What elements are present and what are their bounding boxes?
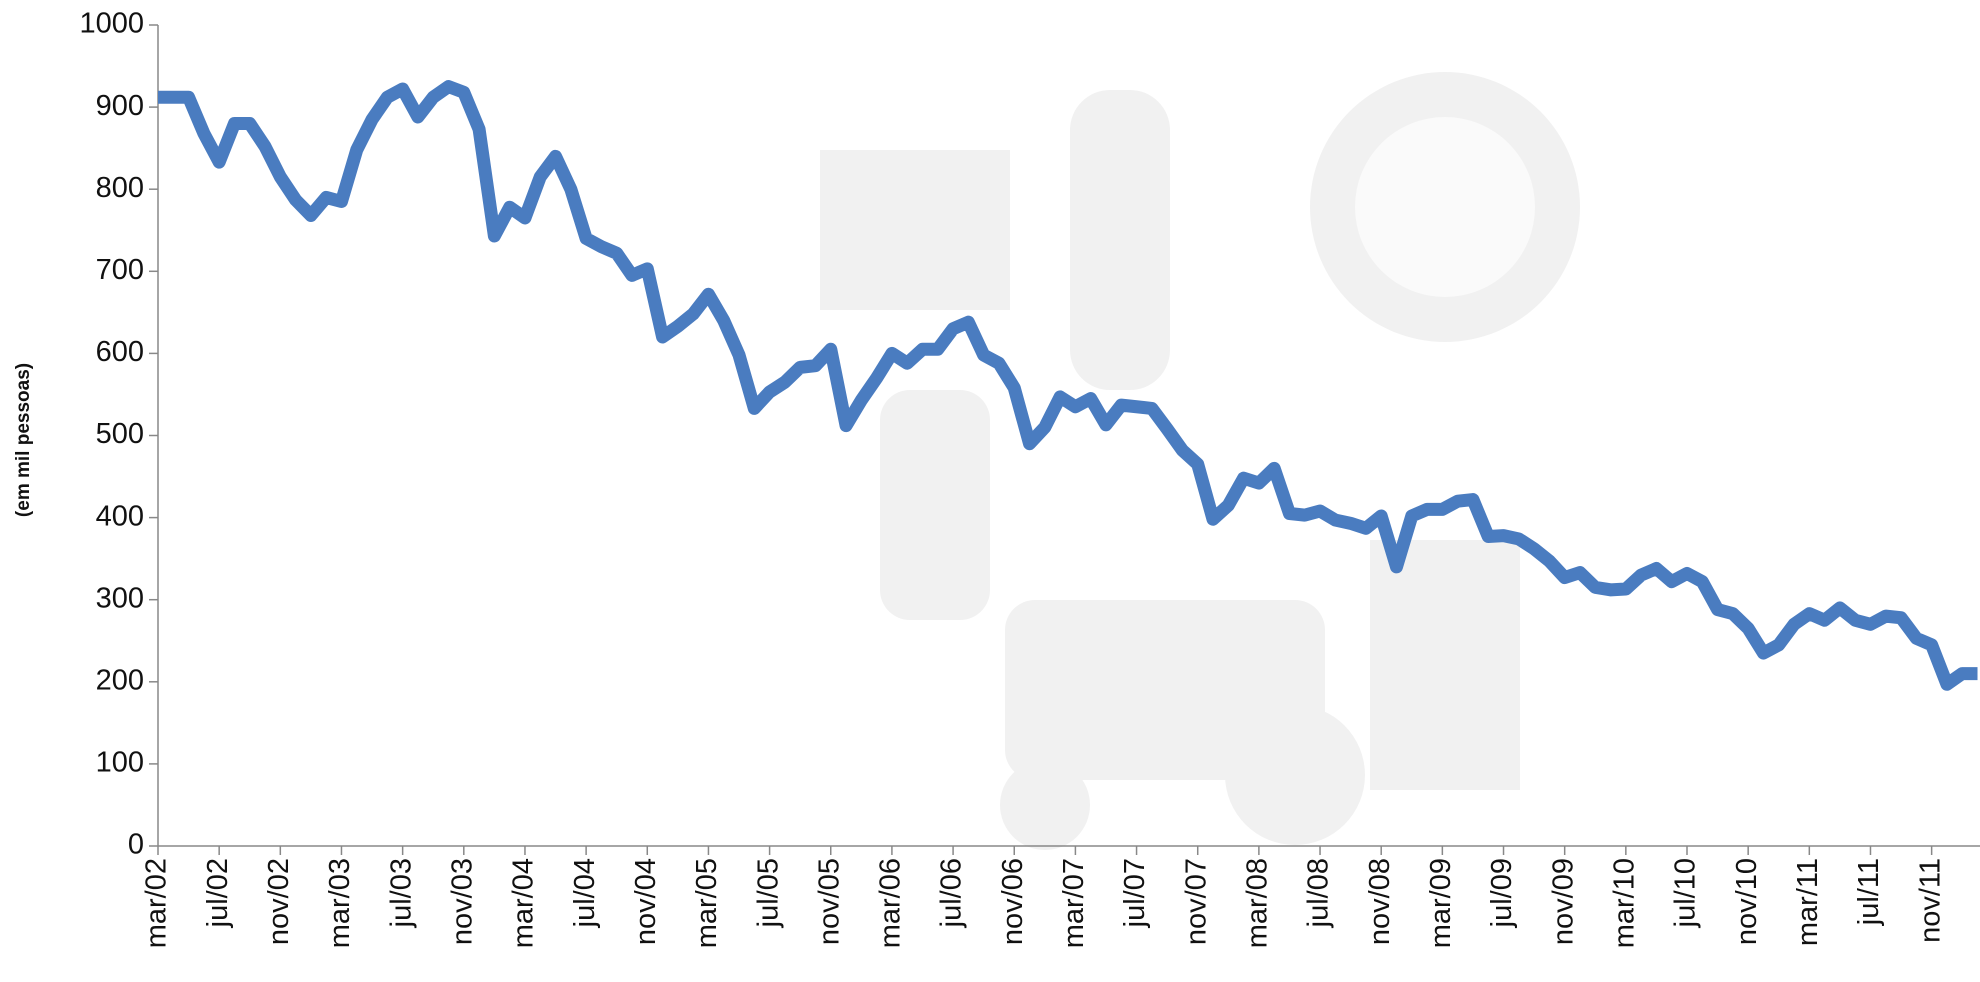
x-tick-label: mar/02 [141,858,173,948]
x-tick-label: mar/06 [875,858,907,948]
x-tick-label: jul/03 [385,858,417,928]
x-tick-label: jul/08 [1303,858,1335,928]
y-tick-label: 900 [96,90,144,122]
y-tick-label: 200 [96,664,144,696]
y-tick-label: 100 [96,747,144,779]
x-tick-label: mar/04 [508,858,540,948]
x-tick-label: nov/08 [1364,858,1396,945]
x-tick-label: nov/02 [263,858,295,945]
x-tick-label: nov/05 [813,858,845,945]
chart: (em mil pessoas) 0 100 200 300 400 500 600 700 8… [0,0,1980,982]
x-tick-label: jul/02 [202,858,234,928]
x-tick-label: jul/09 [1486,858,1518,928]
y-tick-label: 500 [96,418,144,450]
y-tick-label: 300 [96,582,144,614]
y-tick-label: 600 [96,336,144,368]
x-tick-label: nov/11 [1914,858,1946,943]
x-tick-label: jul/10 [1670,858,1702,928]
data-line [158,87,1978,685]
y-tick-label: 700 [96,254,144,286]
y-axis-label: (em mil pessoas) [13,363,34,517]
y-tick-label: 400 [96,500,144,532]
x-tick-label: mar/03 [324,858,356,948]
x-tick-label: jul/07 [1119,858,1151,928]
x-tick-label: nov/03 [446,858,478,945]
x-tick-label: jul/04 [569,858,601,928]
x-tick-label: jul/06 [936,858,968,928]
x-tick-label: jul/05 [752,858,784,928]
x-tick-label: nov/06 [997,858,1029,945]
x-tick-label: mar/07 [1058,858,1090,948]
x-tick-label: mar/10 [1608,858,1640,948]
y-tick-label: 0 [128,829,144,861]
x-tick-label: nov/10 [1731,858,1763,945]
y-tick-label: 800 [96,172,144,204]
y-tick-label: 1000 [79,8,144,40]
x-tick-label: jul/11 [1853,858,1885,926]
x-tick-label: mar/09 [1425,858,1457,948]
x-tick-label: mar/08 [1242,858,1274,948]
x-tick-label: nov/04 [630,858,662,945]
x-tick-label: mar/11 [1792,858,1824,946]
x-tick-label: nov/07 [1180,858,1212,945]
x-tick-label: nov/09 [1547,858,1579,945]
x-tick-label: mar/05 [691,858,723,948]
